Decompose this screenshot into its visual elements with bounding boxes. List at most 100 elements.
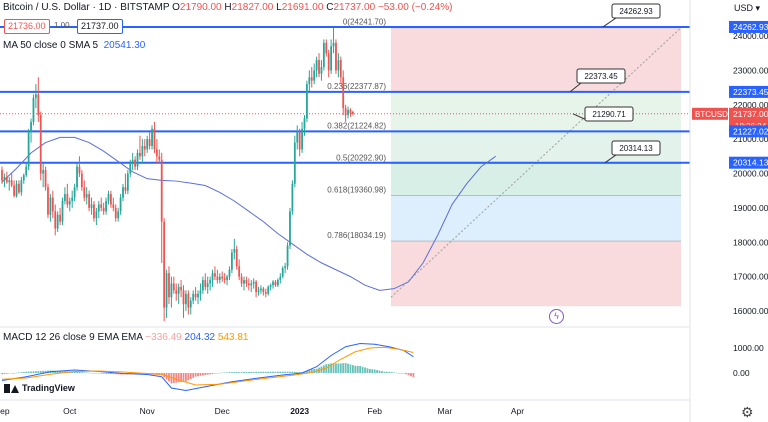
candle-body <box>170 283 173 298</box>
chevron-down-icon: ▾ <box>755 3 761 13</box>
candle-body <box>141 146 144 157</box>
macd-hist-bar <box>214 373 216 374</box>
candle-body <box>180 286 182 291</box>
macd-hist-bar <box>85 372 88 373</box>
macd-y-tick-label: 0.00 <box>733 368 750 378</box>
macd-hist-bar <box>105 373 107 374</box>
macd-hist-bar <box>201 373 204 376</box>
candle-body <box>284 266 287 269</box>
candle-body <box>306 84 308 119</box>
settings-gear-icon[interactable]: ⚙ <box>741 404 754 420</box>
macd-hist-bar <box>15 372 18 374</box>
macd-hist-bar <box>177 373 180 383</box>
price-axis-bg <box>690 0 768 422</box>
macd-hist-bar <box>378 370 381 373</box>
candle-body <box>185 293 187 305</box>
y-tick-label: 17000.00 <box>733 272 768 282</box>
macd-hist-bar <box>64 371 66 373</box>
x-tick-label: 2023 <box>290 406 309 416</box>
macd-hist-bar <box>257 371 260 373</box>
candle-body <box>85 194 88 198</box>
macd-hist-bar <box>405 373 408 375</box>
macd-hist-bar <box>347 363 349 373</box>
candle-body <box>267 286 270 294</box>
sell-price-box[interactable]: 21736.00 <box>4 19 50 34</box>
candle-body <box>18 183 20 193</box>
candle-body <box>56 214 59 229</box>
candle-body <box>281 268 284 277</box>
candle-body <box>352 111 354 114</box>
macd-hist-bar <box>42 370 45 373</box>
candle-body <box>238 266 241 277</box>
axis-price-tag-label: 22373.45 <box>733 87 768 97</box>
fib-zone-1 <box>391 91 681 132</box>
macd-hist-bar <box>356 365 359 373</box>
macd-hist-bar <box>298 372 301 373</box>
y-tick-label: 24000.00 <box>733 31 768 41</box>
ohlc-c-label: C <box>326 2 334 13</box>
candle-body <box>34 94 37 98</box>
candle-body <box>221 276 224 279</box>
candle-body <box>209 280 212 284</box>
currency-label[interactable]: USD ▾ <box>734 3 761 13</box>
candle-body <box>228 269 231 277</box>
macd-hist-bar <box>293 371 296 373</box>
ohlc-h-label: H <box>224 2 232 13</box>
candle-body <box>155 149 158 157</box>
candle-body <box>189 300 192 308</box>
candle-body <box>260 288 262 291</box>
candle-body <box>80 173 83 188</box>
ma-legend: MA 50 close 0 SMA 5 20541.30 <box>3 40 146 51</box>
candle-body <box>165 273 168 308</box>
candle-body <box>291 183 294 212</box>
y-tick-label: 19000.00 <box>733 203 768 213</box>
x-tick-label: Feb <box>367 406 382 416</box>
macd-hist-bar <box>359 366 362 373</box>
macd-hist-bar <box>102 373 105 374</box>
axis-price-tag <box>729 156 768 169</box>
candle-body <box>61 201 64 222</box>
macd-hist-bar <box>197 373 199 377</box>
candle-body <box>199 290 202 294</box>
macd-hist-bar <box>223 372 226 374</box>
candle-body <box>168 273 170 298</box>
axis-price-tag-label: 20314.13 <box>733 158 768 168</box>
fib-level-label: 0.618(19360.98) <box>327 185 386 194</box>
candle-body <box>83 187 86 198</box>
ohlc-change: −53.00 (−0.24%) <box>377 2 453 13</box>
candle-body <box>289 211 291 246</box>
callout-box <box>584 106 634 122</box>
macd-hist-bar <box>83 372 86 373</box>
macd-hist-bar <box>235 372 238 373</box>
macd-hist-bar <box>100 373 103 374</box>
macd-hist-bar <box>95 373 98 374</box>
candle-body <box>97 204 100 212</box>
macd-hist-bar <box>56 370 59 373</box>
candle-body <box>158 156 161 160</box>
macd-hist-bar <box>194 373 197 377</box>
macd-hist-bar <box>289 371 291 373</box>
macd-hist-bar <box>376 370 378 373</box>
fib-level-label: 0(24241.70) <box>343 18 386 27</box>
macd-hist-bar <box>390 372 393 373</box>
macd-hist-bar <box>291 371 294 373</box>
candle-body <box>20 180 23 193</box>
macd-hist-bar <box>344 363 347 373</box>
macd-hist-bar <box>18 372 20 373</box>
tradingview-logo: TradingView <box>4 383 75 393</box>
candle-body <box>30 121 32 133</box>
candle-body <box>245 280 248 284</box>
macd-hist-bar <box>267 371 270 373</box>
macd-hist-bar <box>381 371 383 373</box>
macd-hist-bar <box>34 371 37 373</box>
candle-body <box>214 273 216 277</box>
candle-body <box>22 175 25 181</box>
callout-pointer <box>569 82 582 93</box>
candle-body <box>13 185 15 196</box>
buy-price-box[interactable]: 21737.00 <box>77 19 123 34</box>
macd-hist-bar <box>189 373 192 379</box>
macd-hist-bar <box>226 372 228 373</box>
candle-body <box>172 283 175 291</box>
candle-body <box>15 183 18 196</box>
lightning-icon[interactable]: ϟ <box>549 309 564 324</box>
